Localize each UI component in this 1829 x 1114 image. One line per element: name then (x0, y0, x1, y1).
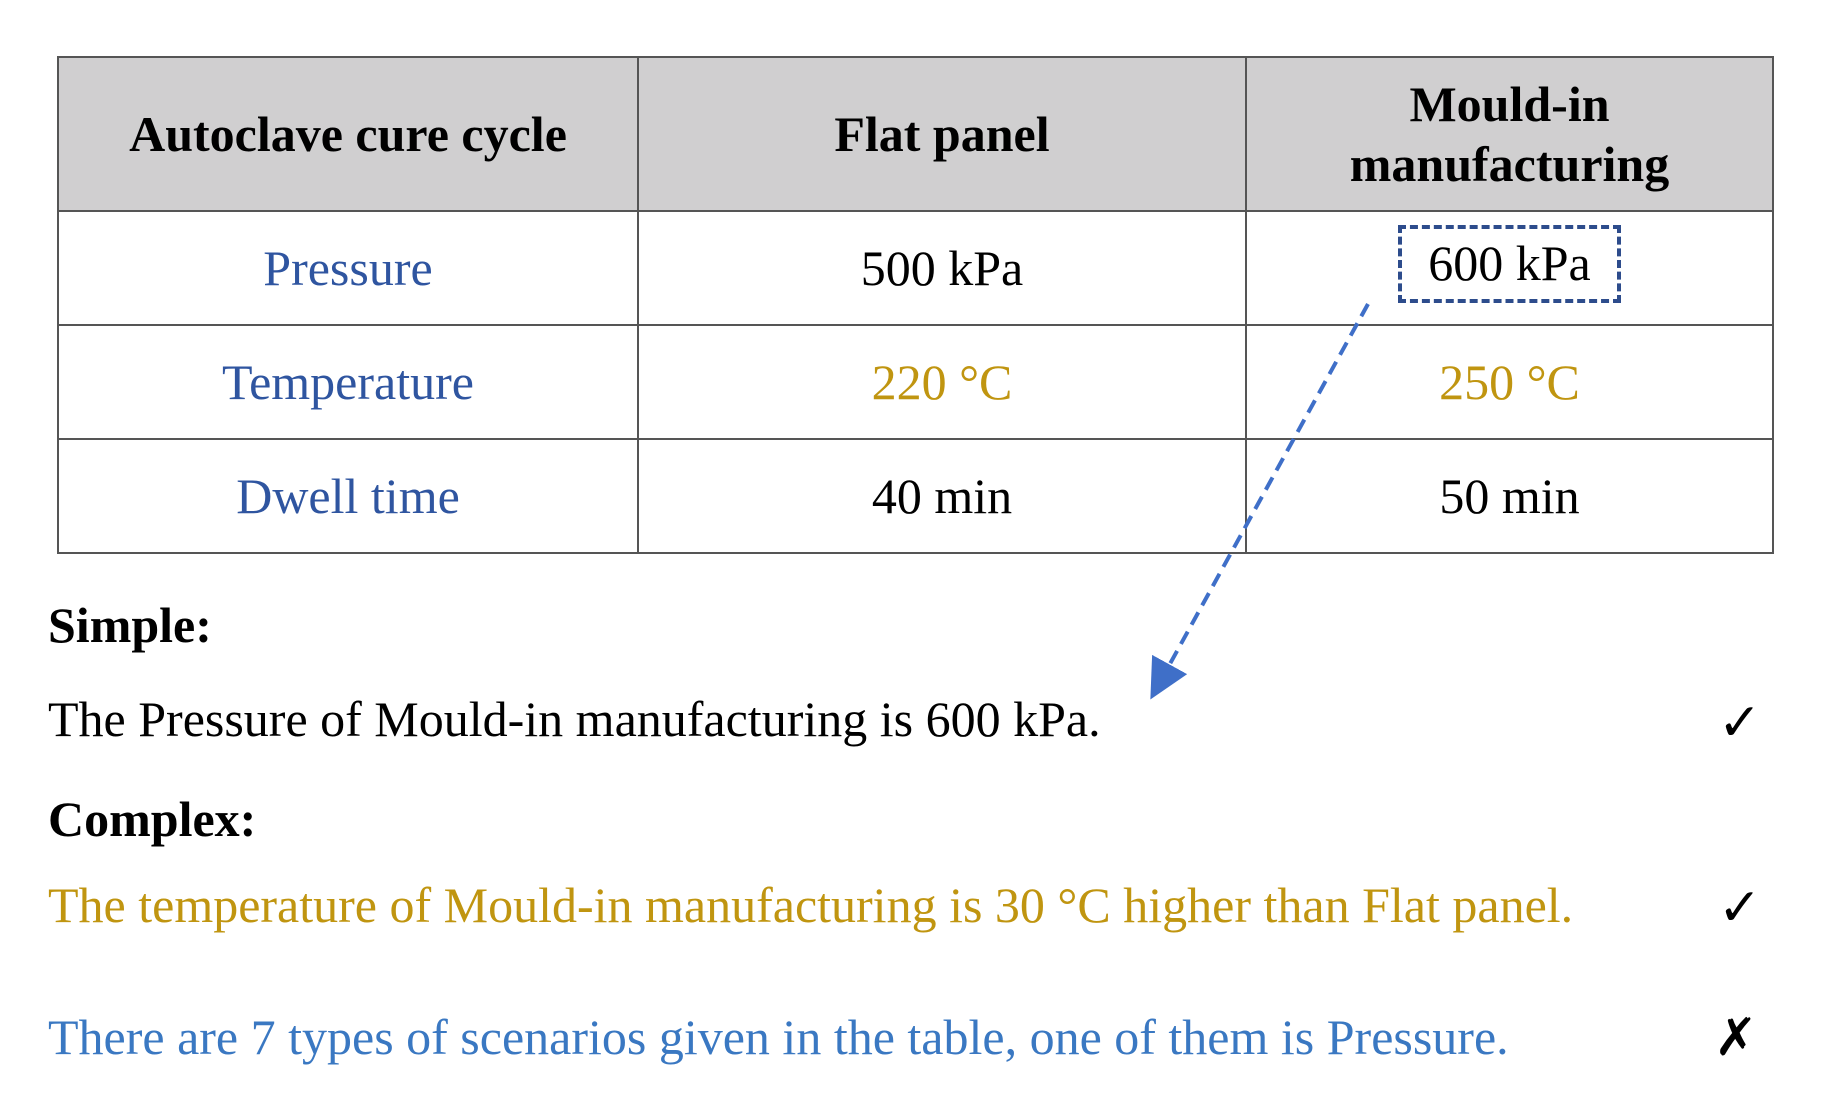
table-header-row: Autoclave cure cycle Flat panel Mould-in… (57, 56, 1774, 212)
table-row-pressure: Pressure 500 kPa 600 kPa (57, 210, 1774, 326)
header-autoclave-cure-cycle: Autoclave cure cycle (57, 56, 639, 212)
complex-heading: Complex: (48, 791, 257, 847)
table-row-temperature: Temperature 220 °C 250 °C (57, 324, 1774, 440)
cure-cycle-table: Autoclave cure cycle Flat panel Mould-in… (57, 56, 1774, 554)
dashed-arrow (1150, 303, 1370, 700)
cell-dwell-flat: 40 min (637, 438, 1247, 554)
cell-temperature-mould: 250 °C (1245, 324, 1774, 440)
row-label-pressure: Pressure (57, 210, 639, 326)
complex-sentence-temperature: The temperature of Mould-in manufacturin… (48, 877, 1574, 933)
cell-dwell-mould: 50 min (1245, 438, 1774, 554)
complex-sentence-scenarios: There are 7 types of scenarios given in … (48, 1009, 1509, 1065)
simple-heading: Simple: (48, 597, 212, 653)
row-label-temperature: Temperature (57, 324, 639, 440)
cross-icon: ✗ (1714, 1008, 1758, 1068)
highlight-box: 600 kPa (1398, 225, 1621, 303)
table-row-dwell-time: Dwell time 40 min 50 min (57, 438, 1774, 554)
check-icon: ✓ (1718, 693, 1762, 753)
header-flat-panel: Flat panel (637, 56, 1247, 212)
cell-temperature-flat: 220 °C (637, 324, 1247, 440)
row-label-dwell-time: Dwell time (57, 438, 639, 554)
simple-sentence: The Pressure of Mould-in manufacturing i… (48, 691, 1101, 747)
check-icon: ✓ (1718, 878, 1762, 938)
cell-pressure-mould: 600 kPa (1245, 210, 1774, 326)
header-mould-in-manufacturing: Mould-in manufacturing (1245, 56, 1774, 212)
header-mould-in-text: Mould-in manufacturing (1349, 76, 1670, 192)
cell-pressure-flat: 500 kPa (637, 210, 1247, 326)
